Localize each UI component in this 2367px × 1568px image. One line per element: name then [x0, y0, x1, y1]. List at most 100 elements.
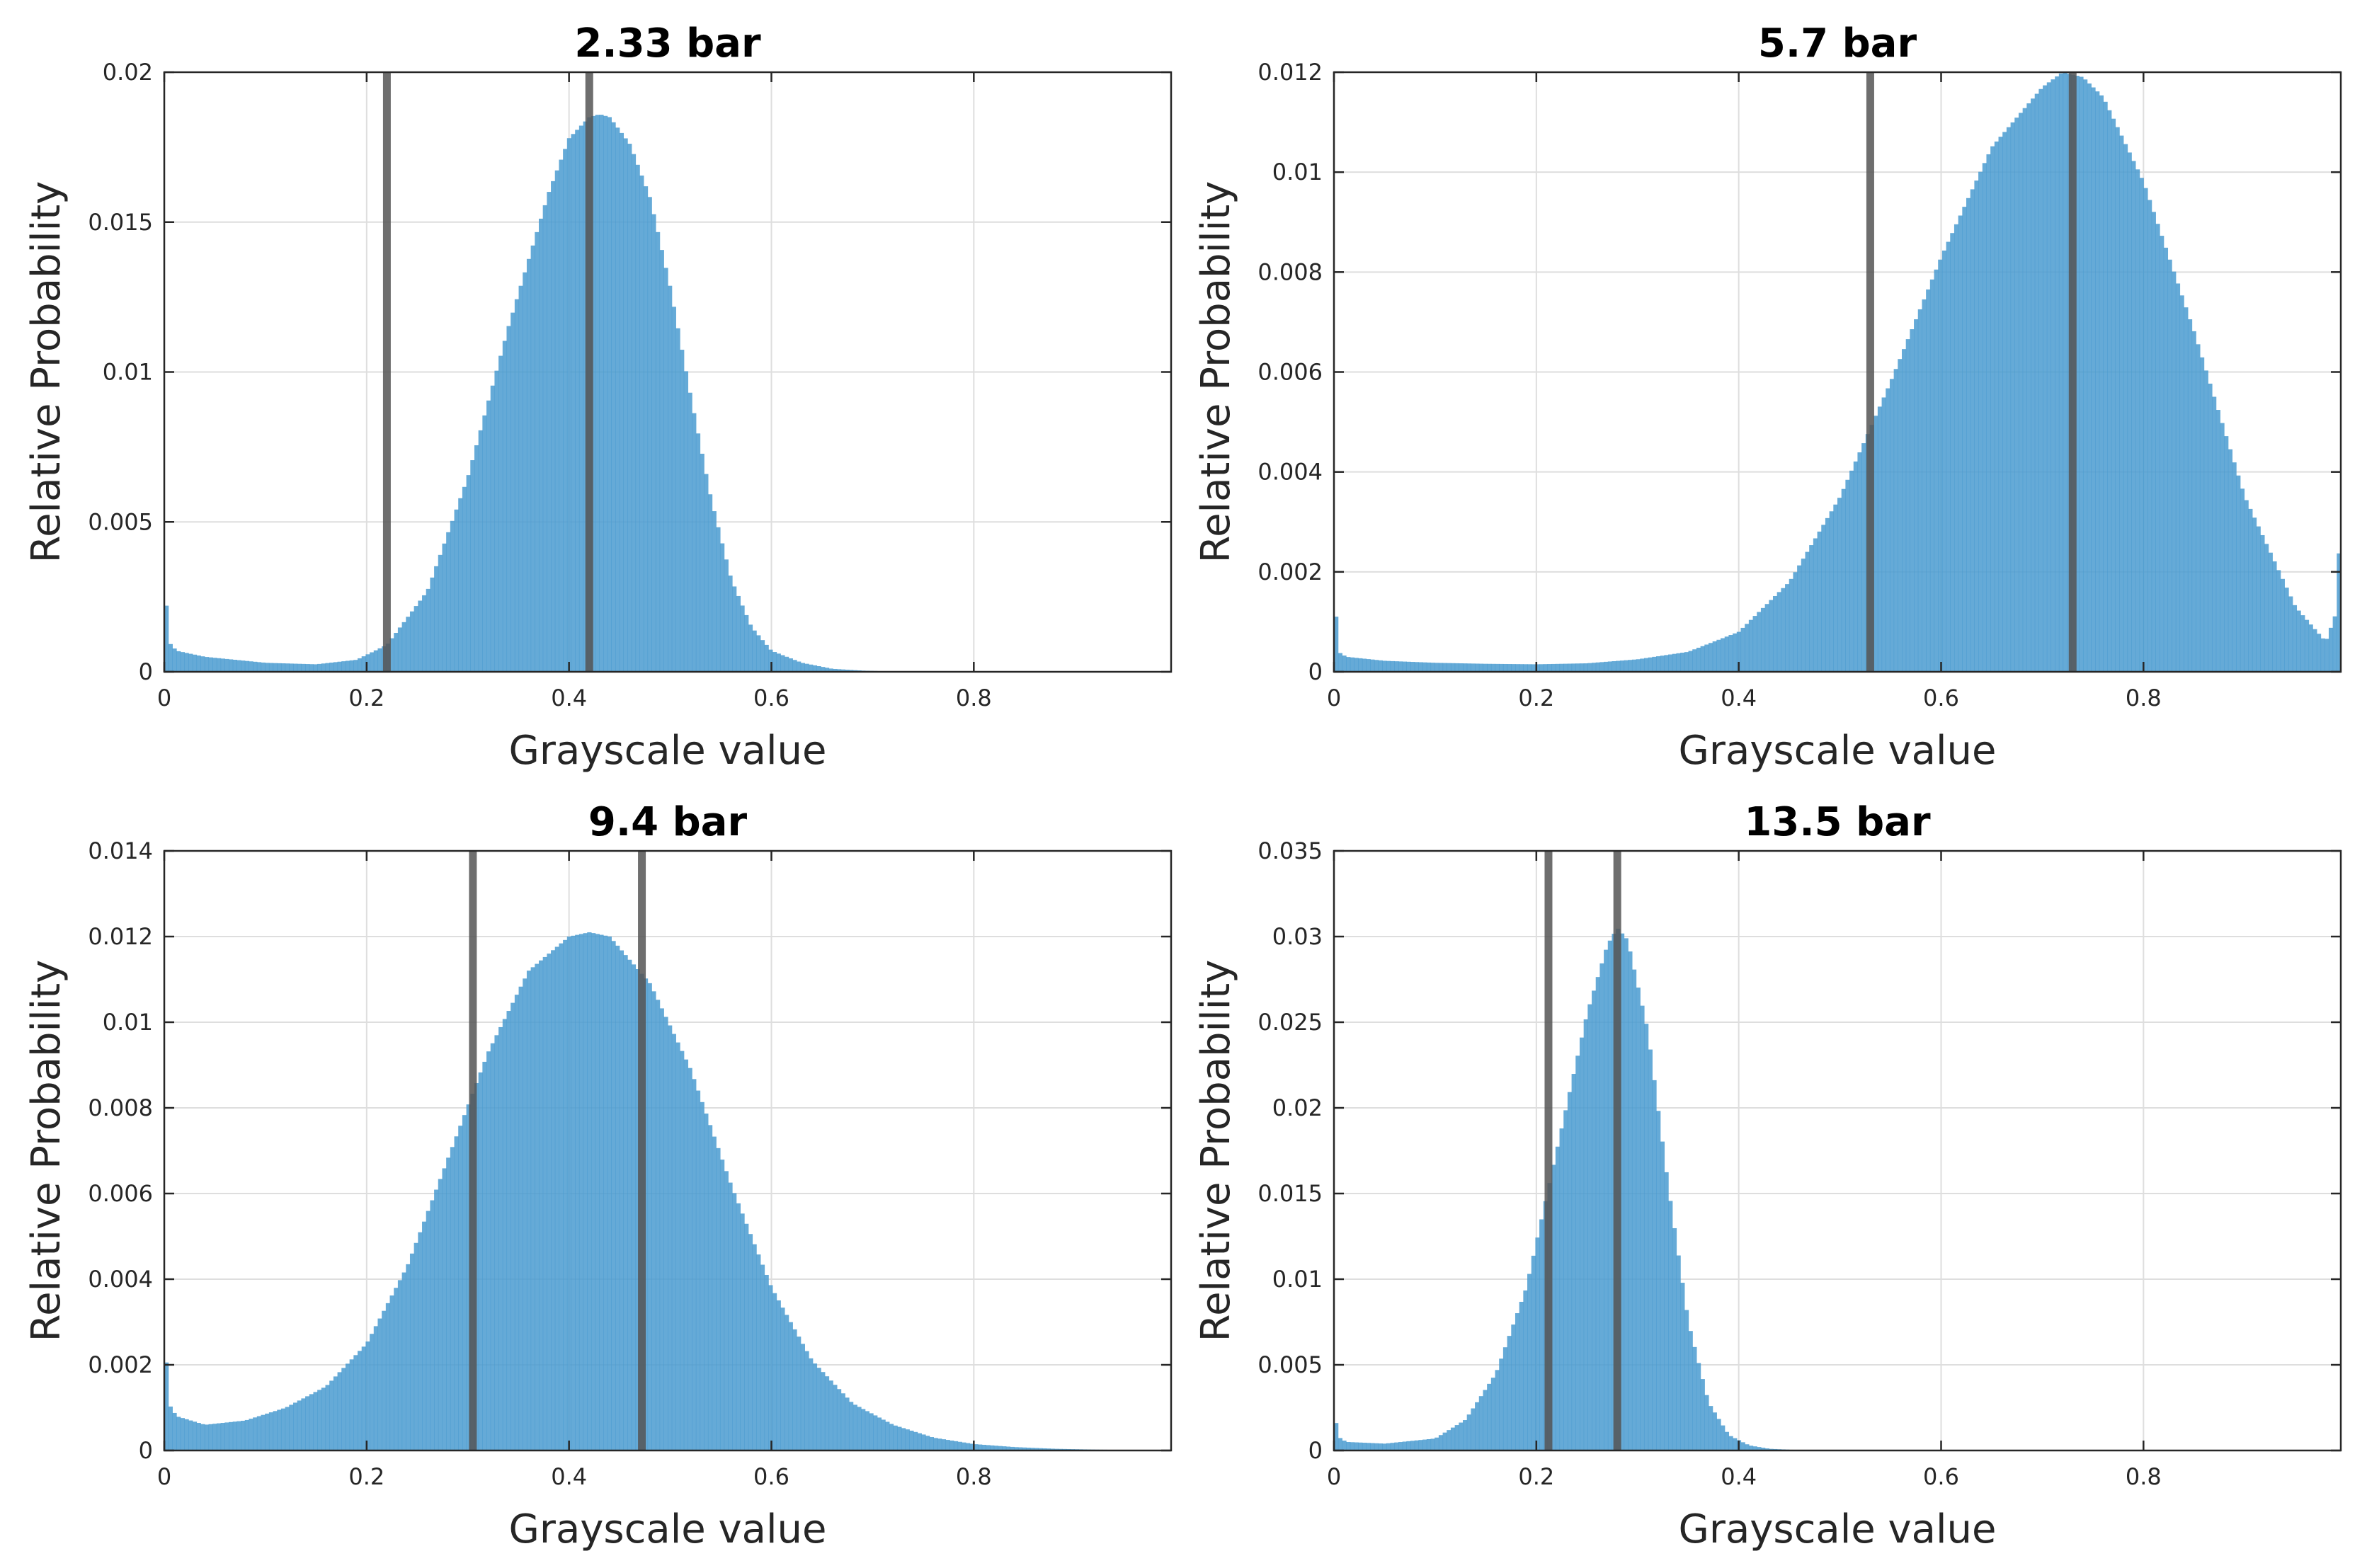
histogram-bar — [1583, 663, 1588, 672]
y-axis-label: Relative Probability — [1193, 960, 1239, 1342]
histogram-bar — [974, 1444, 979, 1450]
histogram-bar — [2051, 79, 2055, 672]
histogram-bar — [2308, 624, 2313, 672]
histogram-bar — [1692, 649, 1697, 672]
histogram-bar — [454, 1136, 459, 1450]
y-tick-label: 0.01 — [103, 1009, 153, 1036]
y-tick-label: 0.008 — [1257, 258, 1323, 285]
histogram-bar — [1704, 644, 1709, 672]
histogram-bar — [1857, 452, 1862, 672]
histogram-bar — [2316, 634, 2322, 672]
histogram-bar — [2296, 610, 2301, 672]
histogram-bar — [249, 661, 253, 672]
histogram-bar — [1801, 559, 1806, 672]
histogram-bar — [1487, 1383, 1492, 1450]
histogram-bar — [321, 1387, 326, 1450]
histogram-bar — [1624, 660, 1629, 672]
histogram-bar — [1022, 1447, 1027, 1450]
histogram-bar — [1523, 664, 1528, 672]
histogram-bar — [1764, 1448, 1769, 1450]
histogram-bar — [212, 658, 217, 672]
x-tick-label: 0 — [1327, 1463, 1341, 1490]
histogram-bar — [957, 1441, 962, 1450]
histogram-bar — [1998, 137, 2003, 672]
histogram-bar — [1551, 1164, 1556, 1450]
histogram-bar — [1733, 633, 1738, 672]
histogram-bar — [595, 115, 600, 672]
histogram-bar — [1583, 1019, 1588, 1450]
histogram-bar — [176, 1417, 181, 1450]
histogram-bar — [1463, 663, 1468, 672]
histogram-bar — [627, 959, 632, 1450]
histogram-bar — [1752, 616, 1757, 672]
histogram-bar — [1813, 538, 1818, 672]
histogram-bar — [1426, 1439, 1432, 1450]
histogram-bar — [2196, 344, 2201, 672]
histogram-bar — [1450, 1427, 1456, 1450]
histogram-bar — [1624, 938, 1629, 1450]
y-tick-label: 0.012 — [88, 923, 153, 950]
histogram-bar — [651, 214, 656, 672]
histogram-bar — [1917, 309, 1923, 672]
histogram-bar — [724, 559, 729, 672]
histogram-bar — [675, 328, 680, 672]
x-tick-label: 0.6 — [1923, 685, 1959, 711]
histogram-bar — [261, 662, 266, 672]
histogram-bar — [619, 950, 624, 1450]
histogram-bar — [917, 1433, 922, 1450]
histogram-bar — [1567, 663, 1573, 672]
histogram-bar — [551, 181, 556, 672]
histogram-bar — [1668, 654, 1673, 672]
histogram-bar — [1740, 1442, 1745, 1450]
histogram-bar — [990, 1445, 995, 1450]
histogram-bar — [719, 543, 725, 672]
histogram-bar — [784, 656, 789, 672]
histogram-bar — [603, 935, 608, 1450]
histogram-bar — [700, 453, 705, 672]
histogram-bar — [2280, 578, 2285, 672]
histogram-bar — [1422, 1439, 1427, 1450]
histogram-bar — [172, 1412, 177, 1450]
histogram-bar — [293, 663, 298, 672]
plot-area-frame — [163, 849, 1173, 1452]
histogram-bar — [812, 1363, 818, 1450]
histogram-bar — [1038, 1448, 1043, 1450]
histogram-bar — [514, 995, 520, 1450]
histogram-bar — [1382, 1443, 1387, 1450]
histogram-bar — [2175, 283, 2181, 673]
histogram-bar — [1902, 349, 1907, 672]
x-axis-label: Grayscale value — [509, 1506, 827, 1552]
histogram-bar — [692, 1079, 697, 1450]
histogram-bar — [704, 1114, 709, 1450]
histogram-bar — [426, 588, 431, 672]
histogram-bar — [1342, 1441, 1347, 1450]
histogram-bar — [301, 1398, 306, 1450]
histogram-bar — [192, 654, 198, 672]
histogram-bar — [498, 1026, 503, 1450]
histogram-bar — [599, 934, 604, 1450]
histogram-bar — [1607, 661, 1613, 672]
histogram-bar — [1700, 1379, 1705, 1450]
histogram-bar — [1970, 189, 1975, 672]
histogram-bar — [1648, 657, 1653, 672]
histogram-bar — [1499, 1358, 1504, 1450]
histogram-bar — [220, 1423, 225, 1450]
histogram-bar — [2337, 553, 2342, 672]
histogram-bar — [2208, 383, 2213, 672]
y-tick-label: 0.02 — [1272, 1094, 1323, 1121]
y-tick-label: 0.015 — [88, 209, 153, 236]
histogram-bar — [232, 1421, 237, 1450]
histogram-bar — [192, 1421, 198, 1450]
histogram-bar — [659, 1008, 664, 1450]
histogram-bar — [639, 175, 644, 673]
histogram-bar — [2272, 561, 2277, 672]
histogram-bar — [921, 1434, 926, 1450]
histogram-bar — [873, 1415, 878, 1450]
histogram-bar — [297, 663, 302, 672]
histogram-bar — [277, 1409, 282, 1450]
histogram-bar — [224, 658, 229, 672]
histogram-bar — [253, 1417, 258, 1450]
histogram-bar — [1712, 641, 1717, 672]
